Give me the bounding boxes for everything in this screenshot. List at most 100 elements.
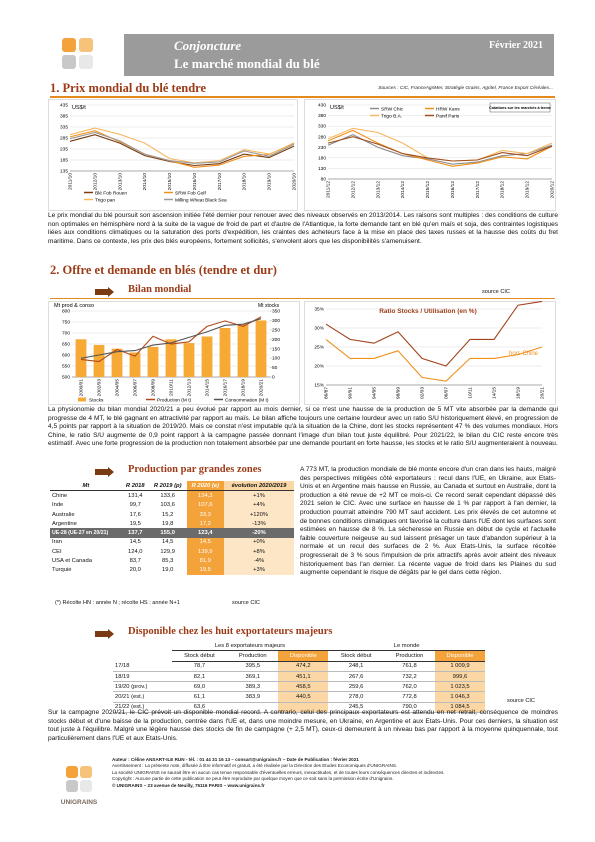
group-row: Les 8 exportateurs majeurs Le monde <box>113 641 485 652</box>
y-tick-label: 600 <box>62 353 70 359</box>
chart-frame <box>48 99 298 211</box>
annotation: Cotations sur les marchés à terme <box>489 106 551 110</box>
y-tick-label: 235 <box>60 147 68 153</box>
logo <box>62 38 93 69</box>
table-cell <box>113 651 172 661</box>
legend-label: Consommation (M t) <box>225 397 269 403</box>
paragraph: Sur la campagne 2020/21, le CIC prévoit … <box>48 709 558 742</box>
y-tick-label: 650 <box>62 342 70 348</box>
table-cell: Turquie <box>52 567 72 574</box>
footer-line: Auteur : Céline ANSART-ILE RUN - tél. : … <box>112 757 359 762</box>
table-cell: 245,5 <box>328 702 384 714</box>
header-title: Le marché mondial du blé <box>174 56 320 71</box>
table-cell: 33,3 <box>186 509 224 520</box>
y-axis-label: Mt prod & conso <box>54 303 94 309</box>
x-tick-label: 20/21 <box>540 387 546 399</box>
x-tick-label: 02/03 <box>420 387 426 399</box>
line-series <box>69 131 295 164</box>
x-tick-label: 06/07 <box>444 387 450 399</box>
table-cell: 369,1 <box>227 671 279 683</box>
table-row: 17/18 78,7 395,5 474,2 248,1 761,8 1 009,9 <box>113 661 485 672</box>
chart-frame <box>48 301 300 405</box>
y2-tick-label: 350 <box>272 309 280 315</box>
x-tick-label: 2002/03 <box>97 379 103 397</box>
x-tick-label: 2014/15 <box>205 379 211 397</box>
line-series <box>325 338 543 382</box>
bar <box>237 324 249 377</box>
rule <box>50 96 555 98</box>
x-tick-label: 2015/10 <box>167 173 173 191</box>
table-cell: 451,1 <box>278 671 329 683</box>
y2-axis-label: Mt stocks <box>258 303 280 309</box>
table-cell: 395,5 <box>227 661 279 672</box>
header-date: Février 2021 <box>489 40 543 51</box>
table-cell: 21/22 (est.) <box>113 702 172 714</box>
column-header: Mt <box>50 481 122 492</box>
table-cell: 78,7 <box>171 661 228 672</box>
table-cell: USA et Canada <box>52 558 92 565</box>
column-header: Disponible <box>434 650 485 662</box>
column-header: Stock début <box>171 650 228 662</box>
table-cell: 103,6 <box>160 502 175 509</box>
line-series <box>80 318 262 359</box>
arrow <box>95 467 114 477</box>
y2-tick-label: 0 <box>272 375 275 381</box>
section-title: 2. Offre et demande en blés (tendre et d… <box>50 263 277 277</box>
x-tick-label: 2012/12 <box>350 181 356 199</box>
y-tick-label: 380 <box>318 113 326 119</box>
line-series <box>327 136 553 162</box>
paragraph: Le prix mondial du blé poursuit son asce… <box>48 212 558 245</box>
x-tick-label: 2011/12 <box>326 181 332 198</box>
source: source CIC <box>507 698 535 704</box>
y-tick-label: 20% <box>314 364 324 370</box>
table-row: Australie 17,6 15,2 33,3 +120% <box>50 509 294 520</box>
table-cell: 17/18 <box>113 661 172 672</box>
table-row: 21/22 (est.) 63,6 245,5 790,0 1 084,5 <box>113 702 485 714</box>
legend-label: Trigo pan <box>95 197 115 203</box>
x-tick-label: 2014/10 <box>142 173 148 191</box>
legend-swatch <box>78 397 86 402</box>
y-tick-label: 435 <box>60 103 68 109</box>
x-tick-label: 2019/12 <box>525 181 531 199</box>
table-row: 18/19 82,1 369,1 451,1 267,6 732,2 999,6 <box>113 671 485 683</box>
x-tick-label: 10/11 <box>468 387 474 399</box>
y-tick-label: 280 <box>318 134 326 140</box>
line-series <box>327 129 553 167</box>
table-cell: +0% <box>223 537 294 548</box>
y-tick-label: 285 <box>60 136 68 142</box>
column-header: R 2020 (e) <box>186 481 224 492</box>
table-cell: 99,7 <box>129 502 141 509</box>
bar <box>201 336 213 377</box>
table-cell: Inde <box>52 502 64 509</box>
table-cell: 389,3 <box>227 681 279 693</box>
table-cell: 15,2 <box>162 511 174 518</box>
table-cell: Argentine <box>52 520 77 527</box>
table-cell: 107,6 <box>186 500 224 510</box>
chart-frame <box>304 301 556 405</box>
legend-label: Milling Wheat Black Sea <box>175 197 227 203</box>
table-cell: Australie <box>52 511 75 518</box>
x-tick-label: 18/19 <box>516 387 522 399</box>
line-series <box>69 127 295 164</box>
table-cell: 1 023,5 <box>434 681 485 693</box>
paragraph: La physionomie du bilan mondial 2020/21 … <box>48 406 558 448</box>
table-cell: 81,9 <box>186 556 224 566</box>
arrow <box>95 287 114 297</box>
table-cell: Iran <box>52 539 62 546</box>
x-tick-label: 2016/10 <box>192 173 198 191</box>
y-tick-label: 185 <box>60 158 68 164</box>
table-cell: 19,8 <box>162 520 174 527</box>
table-row: USA et Canada 83,7 85,3 81,9 -4% <box>50 556 294 566</box>
chart: 500 550 600 650 700 750 800 0 50 100 150 200 250 300 3… <box>48 301 300 405</box>
table-cell: 19,5 <box>129 520 141 527</box>
y-axis-label: US$/t <box>72 105 86 111</box>
table-cell: 19,0 <box>162 567 174 574</box>
legend-label: Production (M t) <box>157 397 192 403</box>
table-cell: 248,1 <box>328 661 384 672</box>
table-cell: 14,5 <box>186 537 224 548</box>
legend-label: HRW Kans <box>436 106 460 112</box>
table-cell: +1% <box>223 490 294 501</box>
footer-line: La société UNIGRAINS ne saurait être en … <box>112 769 445 775</box>
x-tick-label: 2015/12 <box>425 181 431 199</box>
y-tick-label: 800 <box>62 309 70 315</box>
